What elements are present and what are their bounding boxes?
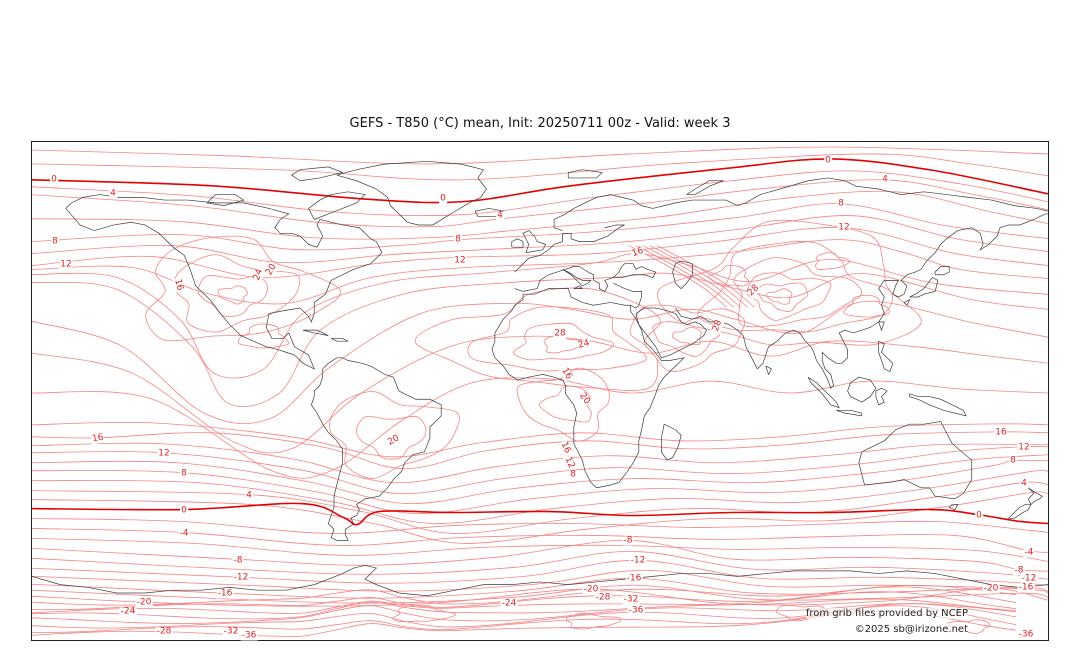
map-canvas [32, 146, 1048, 637]
attribution-copyright: ©2025 sb@irizone.net [854, 624, 968, 635]
attribution-source: from grib files provided by NCEP [805, 608, 968, 619]
chart-title: GEFS - T850 (°C) mean, Init: 20250711 00… [349, 116, 731, 131]
contour-layer [32, 146, 1048, 637]
world-map-frame: 0 4 8 12 16 20 24 0 4 8 12 16 0 4 8 12 28 28 28 24 16 20 16 12 8… [31, 141, 1049, 641]
